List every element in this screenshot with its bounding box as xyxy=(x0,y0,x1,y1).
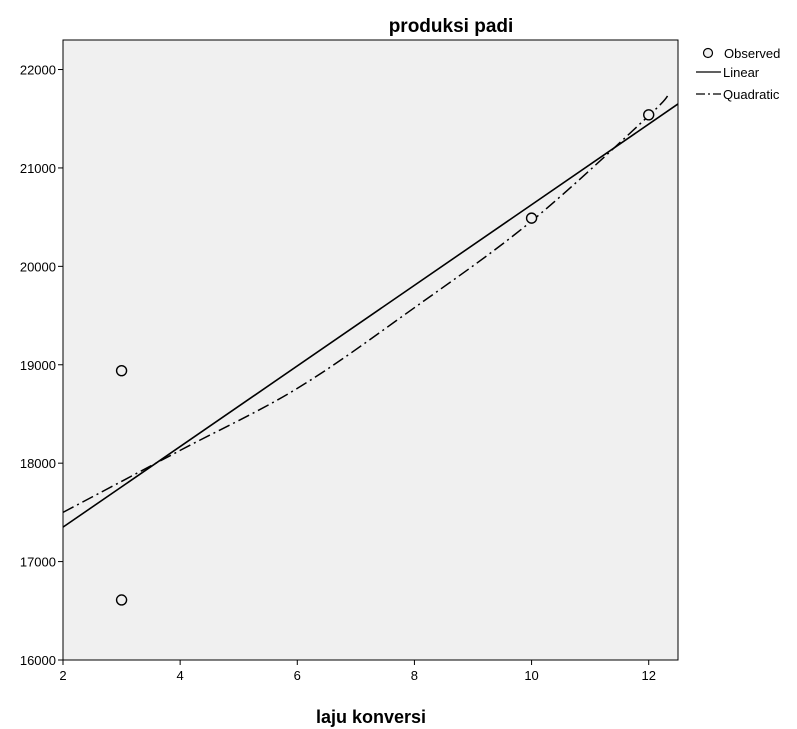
linear-fit-line xyxy=(62,103,679,528)
observed-point xyxy=(115,594,128,606)
quadratic-fit-curve xyxy=(62,92,670,514)
x-axis: 2 4 6 8 10 12 xyxy=(59,660,656,683)
legend-quadratic-label: Quadratic xyxy=(723,87,780,102)
chart-title: produksi padi xyxy=(389,16,514,37)
y-tick-label: 19000 xyxy=(20,358,56,373)
legend: Observed Linear Quadratic xyxy=(696,46,780,102)
observed-point xyxy=(525,212,538,224)
plot-area xyxy=(62,39,679,661)
observed-point xyxy=(115,364,128,377)
observed-points xyxy=(115,109,655,606)
y-tick-label: 22000 xyxy=(20,63,56,78)
y-tick-label: 16000 xyxy=(20,653,56,668)
x-axis-title: laju konversi xyxy=(316,707,426,727)
y-tick-label: 21000 xyxy=(20,161,56,176)
x-tick-label: 4 xyxy=(177,668,184,683)
y-tick-label: 20000 xyxy=(20,259,56,274)
y-axis: 16000 17000 18000 19000 20000 21000 22000 xyxy=(20,63,63,668)
x-tick-label: 10 xyxy=(524,668,538,683)
quadratic-curve xyxy=(62,92,670,514)
x-tick-label: 12 xyxy=(641,668,655,683)
legend-linear-label: Linear xyxy=(723,65,760,80)
linear-line xyxy=(62,103,679,528)
observed-point xyxy=(643,109,655,121)
x-tick-label: 8 xyxy=(411,668,418,683)
y-tick-label: 18000 xyxy=(20,456,56,471)
y-tick-label: 17000 xyxy=(20,555,56,570)
legend-observed-marker xyxy=(702,47,714,59)
x-tick-label: 2 xyxy=(59,668,66,683)
legend-observed-label: Observed xyxy=(724,46,780,61)
x-tick-label: 6 xyxy=(294,668,301,683)
